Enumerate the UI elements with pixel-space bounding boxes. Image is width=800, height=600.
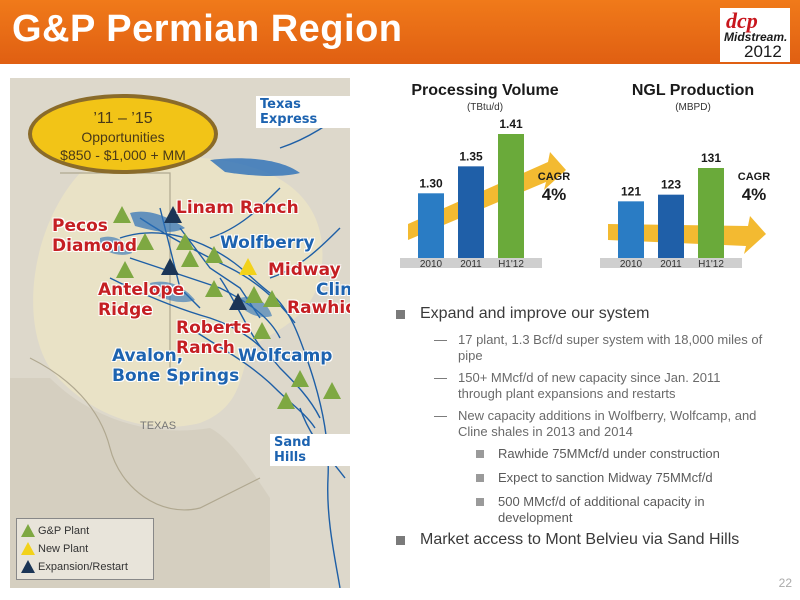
square-bullet-icon: [396, 310, 405, 319]
category-label-processing: H1'12: [498, 259, 524, 270]
square-bullet-icon: [476, 498, 484, 506]
processing-chart-unit: (TBtu/d): [466, 102, 504, 113]
label-roberts: Roberts: [176, 318, 252, 338]
label-bone-springs: Bone Springs: [112, 366, 240, 386]
ngl-chart-title: NGL Production: [631, 82, 755, 99]
square-bullet-icon: [476, 474, 484, 482]
bar-ngl-H1'12: [698, 168, 724, 258]
label-ranch: Ranch: [176, 338, 235, 358]
label-wolfberry: Wolfberry: [220, 233, 315, 253]
axis-strip-ngl: [600, 258, 742, 268]
label-cline: Cline: [316, 280, 350, 300]
yellow-triangle-icon: [21, 542, 35, 555]
opportunities-amount: $850 - $1,000 + MM: [60, 147, 186, 163]
cagr-label-processing: CAGR: [538, 171, 570, 183]
label-pecos: Pecos: [52, 216, 108, 236]
processing-chart-title: Processing Volume: [411, 82, 559, 99]
value-label-ngl: 131: [701, 151, 721, 165]
slide-title: G&P Permian Region: [12, 8, 403, 50]
axis-strip-processing: [400, 258, 542, 268]
label-sand-hills: Sand Hills: [270, 434, 350, 466]
category-label-ngl: 2010: [620, 259, 643, 270]
value-label-processing: 1.30: [419, 176, 443, 190]
label-linam-ranch: Linam Ranch: [176, 198, 299, 218]
label-midway: Midway: [268, 260, 341, 280]
square-bullet-icon: [476, 450, 484, 458]
value-label-processing: 1.41: [499, 117, 523, 131]
navy-triangle-icon: [21, 560, 35, 573]
cagr-label-ngl: CAGR: [738, 171, 770, 183]
label-antelope: Antelope: [98, 280, 185, 300]
ngl-chart-unit: (MBPD): [675, 102, 711, 113]
logo-brand: dcp: [726, 8, 758, 33]
label-wolfcamp: Wolfcamp: [238, 346, 333, 366]
bar-processing-2011: [458, 166, 484, 258]
opportunities-label: Opportunities: [81, 129, 165, 145]
opportunities-badge: ’11 – ’15 Opportunities $850 - $1,000 + …: [28, 94, 218, 174]
label-texas-express: Texas Express: [256, 96, 350, 128]
map-legend: G&P Plant New Plant Expansion/Restart: [16, 518, 154, 580]
value-label-ngl: 123: [661, 178, 681, 192]
opportunities-years: ’11 – ’15: [93, 110, 153, 127]
category-label-processing: 2010: [420, 259, 443, 270]
square-bullet-icon: [396, 536, 405, 545]
label-rawhide: Rawhide: [287, 298, 350, 318]
cagr-value-processing: 4%: [542, 185, 567, 204]
label-avalon: Avalon,: [112, 346, 184, 366]
permian-map: ’11 – ’15 Opportunities $850 - $1,000 + …: [10, 78, 350, 588]
label-ridge: Ridge: [98, 300, 153, 320]
bar-processing-2010: [418, 193, 444, 258]
logo-year: 2012: [744, 42, 782, 61]
category-label-processing: 2011: [460, 259, 482, 270]
bar-ngl-2011: [658, 194, 684, 258]
growth-arrow-processing: [408, 152, 566, 240]
bar-processing-H1'12: [498, 134, 524, 258]
header-bar: G&P Permian Region dcp Midstream. 2012: [0, 0, 800, 64]
dcp-midstream-logo: dcp Midstream. 2012: [720, 8, 790, 62]
logo-sub: Midstream.: [724, 30, 788, 44]
label-diamond: Diamond: [52, 236, 138, 256]
page-number: 22: [778, 576, 792, 590]
growth-arrow-ngl: [608, 216, 766, 254]
value-label-ngl: 121: [621, 184, 641, 198]
bar-charts: 1.30 2010 1.35 2011 1.41 H1'12 CAGR 4% 121 2010 12…: [400, 117, 770, 270]
bar-ngl-2010: [618, 201, 644, 258]
cagr-value-ngl: 4%: [742, 185, 767, 204]
label-texas: TEXAS: [140, 420, 177, 432]
category-label-ngl: 2011: [660, 259, 682, 270]
green-triangle-icon: [21, 524, 35, 537]
value-label-processing: 1.35: [459, 149, 483, 163]
category-label-ngl: H1'12: [698, 259, 724, 270]
